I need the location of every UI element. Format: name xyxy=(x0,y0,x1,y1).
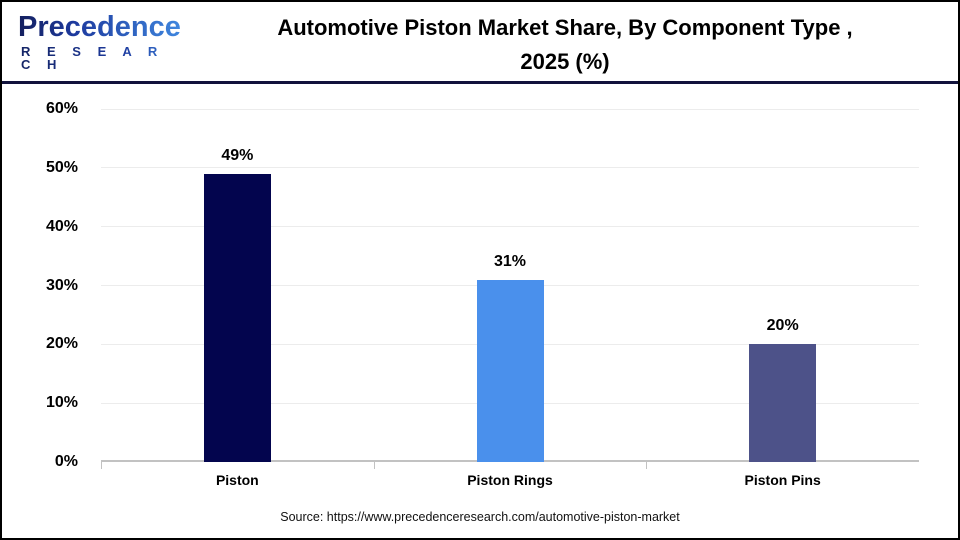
y-axis-tick-label: 60% xyxy=(45,100,78,117)
bar-piston-rings xyxy=(476,279,544,462)
logo-subtitle: R E S E A R C H xyxy=(21,45,188,71)
bar-piston-pins xyxy=(749,344,817,462)
x-axis-category-label: Piston Pins xyxy=(744,472,821,488)
y-axis-tick-label: 30% xyxy=(45,276,78,294)
axis-tick xyxy=(373,462,375,469)
bar-piston xyxy=(203,173,271,462)
y-axis-tick-label: 10% xyxy=(45,394,78,412)
plot-area: 0% 10% 20% 30% 40% 50% 60% 49% Piston 31% Piston R… xyxy=(46,100,919,488)
y-axis-tick-label: 40% xyxy=(45,217,78,235)
chart-title-line-1: Automotive Piston Market Share, By Compo… xyxy=(277,15,853,40)
gridline xyxy=(101,108,919,110)
chart-title-line-2: 2025 (%) xyxy=(520,49,610,74)
bar-value-label: 31% xyxy=(493,252,527,270)
logo-wordmark: Precedence xyxy=(18,11,181,43)
precedence-research-logo: Precedence R E S E A R C H xyxy=(18,11,188,72)
x-axis-category-label: Piston xyxy=(215,472,259,488)
gridline xyxy=(101,167,919,169)
footer: Source: https://www.precedenceresearch.c… xyxy=(2,508,958,526)
chart-title: Automotive Piston Market Share, By Compo… xyxy=(182,11,948,79)
y-axis-tick-label: 0% xyxy=(54,453,78,470)
gridline xyxy=(101,226,919,228)
bar-value-label: 20% xyxy=(766,317,799,335)
axis-tick xyxy=(646,462,648,469)
x-axis-category-label: Piston Rings xyxy=(467,472,553,488)
source-citation: Source: https://www.precedenceresearch.c… xyxy=(280,510,680,524)
y-axis-tick-label: 20% xyxy=(45,335,78,353)
header: Precedence R E S E A R C H Automotive Pi… xyxy=(2,2,958,84)
bar-chart: 0% 10% 20% 30% 40% 50% 60% 49% Piston 31% Piston R… xyxy=(2,87,958,512)
axis-tick xyxy=(101,462,102,469)
y-axis-tick-label: 50% xyxy=(45,158,78,176)
bar-value-label: 49% xyxy=(221,146,254,164)
